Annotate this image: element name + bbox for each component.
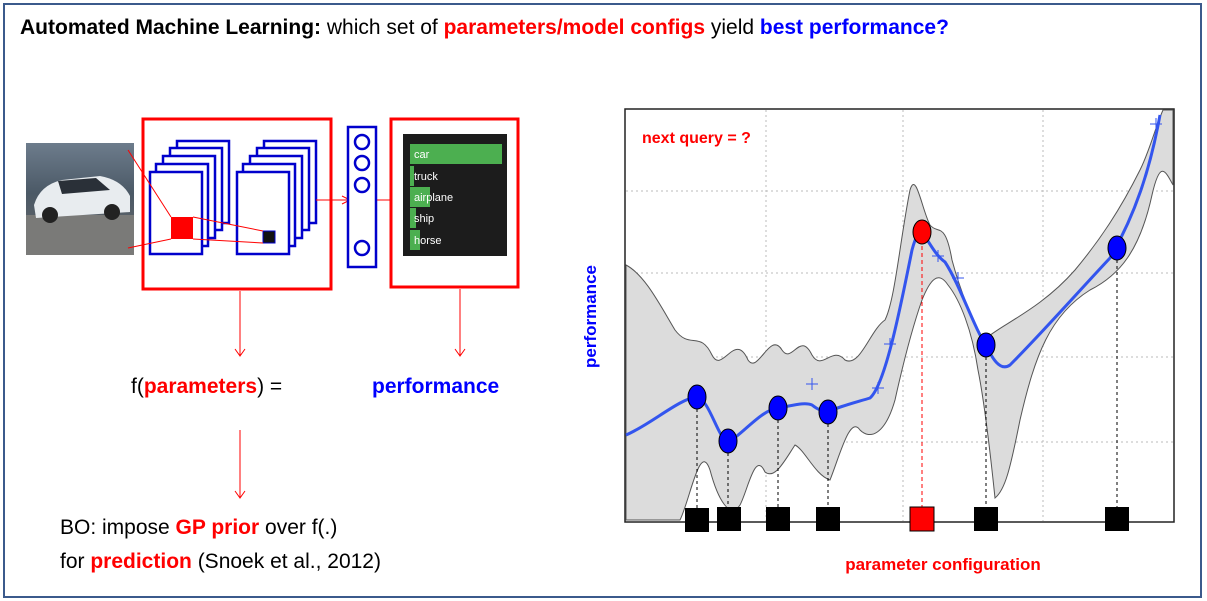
fc-layer [346,125,378,269]
slide-frame [3,3,1202,598]
observed-point [1107,235,1127,261]
config-square [766,507,790,531]
receptive-field-red [171,217,193,239]
receptive-field-dark [262,230,276,244]
next-query-point [912,219,932,245]
equation-rhs: performance [372,375,500,398]
slide-title: Automated Machine Learning: which set of… [20,16,949,39]
observed-point [718,428,738,454]
observed-points [687,235,1127,454]
observed-point [768,395,788,421]
class-label: car [414,149,430,161]
class-label: truck [414,171,438,183]
sampled-configs [685,507,1129,532]
equation-lhs: f(parameters) = [131,375,283,398]
next-query-label: next query = ? [642,130,751,147]
config-square [717,507,741,531]
class-label: ship [414,213,434,225]
config-square [974,507,998,531]
bo-line-1: BO: impose GP prior over f(.) [60,516,338,539]
down-arrows [234,289,466,499]
observed-point [687,384,707,410]
x-axis-label: parameter configuration [845,555,1041,574]
observed-point [818,399,838,425]
conv-layer-box [141,117,333,291]
observed-point [976,332,996,358]
gp-sample-marks [806,118,1162,394]
gp-plot: next query = ? performance parameter con… [581,108,1175,574]
y-axis-label: performance [581,265,600,368]
feature-maps-2 [235,139,318,256]
next-query-config [909,506,935,532]
fc-neurons [353,133,371,257]
car-photo [26,143,134,255]
bo-line-2: for prediction (Snoek et al., 2012) [60,550,381,573]
class-score-bars [410,144,502,250]
config-square [816,507,840,531]
connection-lines [127,149,392,249]
observation-drop-lines [696,248,1118,518]
class-label: airplane [414,192,453,204]
config-square [685,508,709,532]
output-box [389,117,520,289]
class-label: horse [414,235,442,247]
config-square [1105,507,1129,531]
